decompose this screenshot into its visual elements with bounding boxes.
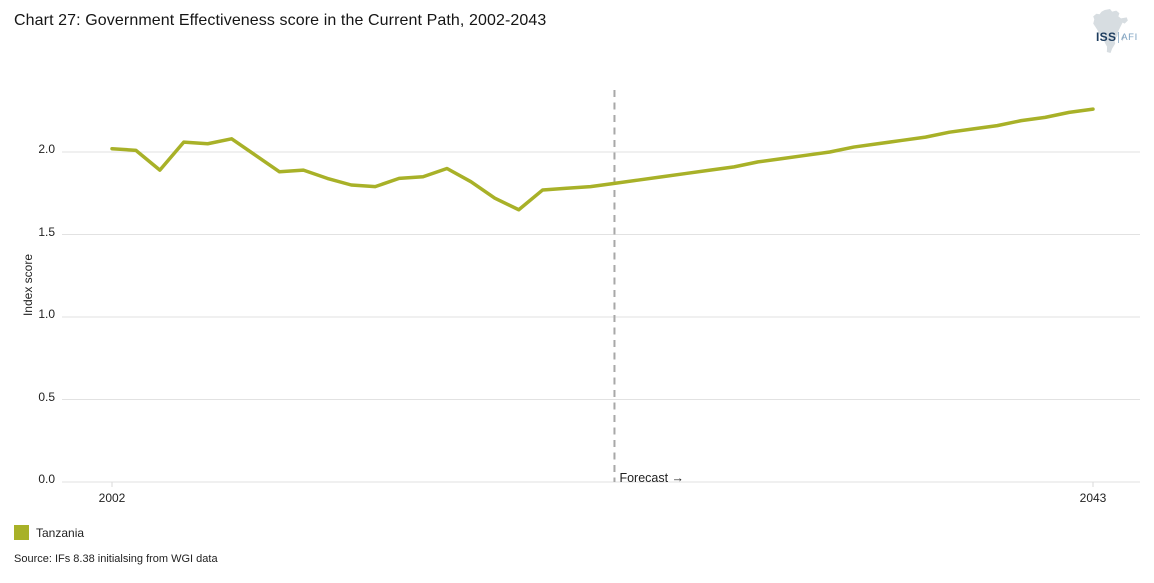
page-title: Chart 27: Government Effectiveness score…: [14, 12, 547, 29]
y-tick-label: 0.5: [38, 389, 55, 404]
x-tick-label-end: 2043: [1079, 491, 1107, 505]
y-tick-label: 0.0: [38, 472, 55, 486]
series-line-tanzania: [110, 107, 1095, 212]
legend-swatch-tanzania: [14, 525, 29, 540]
logo-wordmark: ISS AFI: [1096, 30, 1138, 44]
y-axis-title: Index score: [21, 253, 35, 317]
y-tick-label: 2.0: [38, 142, 55, 156]
legend-label-tanzania: Tanzania: [36, 525, 85, 540]
iss-afi-logo: ISS AFI: [1088, 7, 1146, 57]
logo-text-iss: ISS: [1096, 30, 1117, 44]
y-tick-label: 1.5: [38, 224, 55, 239]
forecast-label: Forecast →: [619, 471, 685, 485]
source-note: Source: IFs 8.38 initialsing from WGI da…: [14, 553, 218, 565]
x-tick-label-start: 2002: [98, 491, 126, 505]
logo-text-afi: AFI: [1121, 31, 1138, 43]
africa-icon: [1093, 9, 1128, 53]
y-tick-label: 1.0: [38, 307, 55, 321]
logo-divider: [1118, 31, 1120, 43]
legend: Tanzania: [14, 525, 84, 540]
